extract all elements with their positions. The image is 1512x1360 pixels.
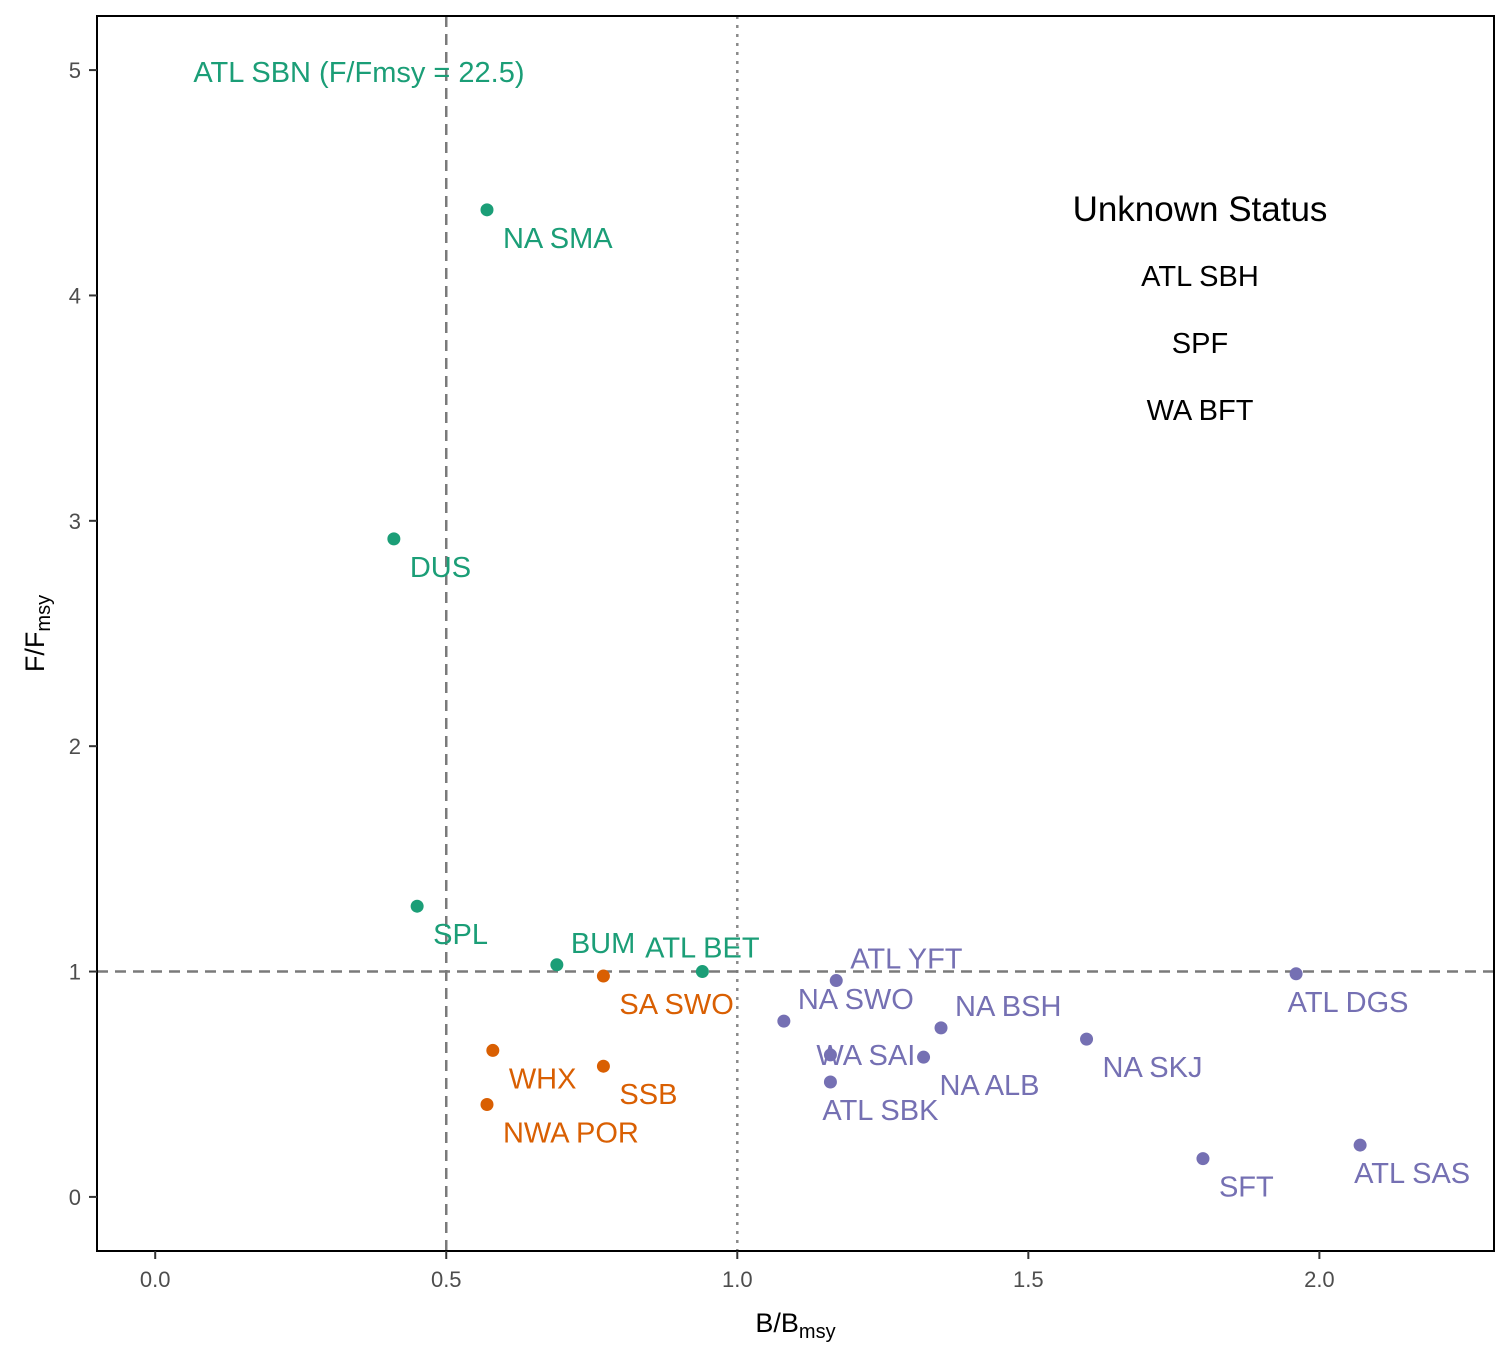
reference-lines bbox=[97, 16, 1494, 1251]
point-label-na-bsh: NA BSH bbox=[955, 991, 1061, 1023]
point-atl-sbk bbox=[823, 1075, 837, 1089]
x-axis-title-main: B/B bbox=[755, 1308, 799, 1338]
point-atl-dgs bbox=[1289, 967, 1303, 981]
point-label-atl-yft: ATL YFT bbox=[850, 944, 963, 976]
unknown-status-item: WA BFT bbox=[1147, 395, 1254, 427]
y-axis-title-main: F/F bbox=[20, 632, 50, 673]
point-label-nwa-por: NWA POR bbox=[503, 1118, 639, 1150]
point-wa-sai bbox=[823, 1048, 837, 1062]
point-label-atl-sbk: ATL SBK bbox=[822, 1095, 939, 1127]
x-tick-label: 1.0 bbox=[722, 1267, 753, 1292]
y-tick-label: 5 bbox=[69, 58, 81, 83]
point-sft bbox=[1196, 1152, 1210, 1166]
point-labels: NA SMA DUS SPL BUM ATL BET SA SWO WHX SSB NWA PO… bbox=[410, 223, 1470, 1204]
point-na-bsh bbox=[934, 1021, 948, 1035]
point-label-na-alb: NA ALB bbox=[940, 1070, 1040, 1102]
point-label-na-swo: NA SWO bbox=[798, 984, 914, 1016]
x-axis-title-subscript: msy bbox=[799, 1321, 836, 1343]
data-points bbox=[387, 203, 1367, 1166]
point-label-whx: WHX bbox=[509, 1063, 577, 1095]
point-label-sa-swo: SA SWO bbox=[619, 989, 733, 1021]
annotations: ATL SBN (F/Fmsy = 22.5) bbox=[193, 57, 524, 89]
y-tick-label: 1 bbox=[69, 960, 81, 985]
point-label-atl-sas: ATL SAS bbox=[1354, 1158, 1470, 1190]
unknown-status-title: Unknown Status bbox=[1073, 190, 1328, 229]
point-atl-yft bbox=[829, 974, 843, 988]
x-axis: 0.0 0.5 1.0 1.5 2.0 bbox=[140, 1251, 1335, 1292]
point-label-spl: SPL bbox=[433, 919, 488, 951]
y-axis-title: F/Fmsy bbox=[20, 595, 55, 672]
y-axis-title-subscript: msy bbox=[33, 595, 55, 632]
point-label-bum: BUM bbox=[571, 928, 635, 960]
point-na-swo bbox=[777, 1014, 791, 1028]
point-atl-sas bbox=[1353, 1138, 1367, 1152]
point-sa-swo bbox=[596, 969, 610, 983]
point-label-na-skj: NA SKJ bbox=[1103, 1052, 1203, 1084]
point-label-dus: DUS bbox=[410, 552, 471, 584]
point-atl-bet bbox=[695, 965, 709, 979]
unknown-status-item: SPF bbox=[1172, 328, 1228, 360]
annotation-atl-sbn: ATL SBN (F/Fmsy = 22.5) bbox=[193, 57, 524, 89]
point-ssb bbox=[596, 1059, 610, 1073]
point-na-skj bbox=[1080, 1032, 1094, 1046]
point-na-alb bbox=[917, 1050, 931, 1064]
y-axis: 0 1 2 3 4 5 bbox=[69, 58, 97, 1210]
y-tick-label: 0 bbox=[69, 1185, 81, 1210]
point-label-atl-dgs: ATL DGS bbox=[1288, 987, 1409, 1019]
plot-panel-border bbox=[96, 15, 1495, 1252]
point-bum bbox=[550, 958, 564, 972]
point-spl bbox=[410, 899, 424, 913]
x-tick-label: 0.5 bbox=[431, 1267, 462, 1292]
point-label-sft: SFT bbox=[1219, 1172, 1274, 1204]
x-tick-label: 1.5 bbox=[1013, 1267, 1044, 1292]
y-tick-label: 3 bbox=[69, 509, 81, 534]
unknown-status-box: Unknown Status ATL SBH SPF WA BFT bbox=[1073, 190, 1328, 427]
x-tick-label: 0.0 bbox=[140, 1267, 171, 1292]
point-na-sma bbox=[480, 203, 494, 217]
x-tick-label: 2.0 bbox=[1304, 1267, 1335, 1292]
point-whx bbox=[486, 1043, 500, 1057]
y-tick-label: 4 bbox=[69, 283, 81, 308]
x-axis-title: B/Bmsy bbox=[755, 1308, 835, 1343]
point-label-ssb: SSB bbox=[619, 1079, 677, 1111]
point-nwa-por bbox=[480, 1098, 494, 1112]
point-dus bbox=[387, 532, 401, 546]
point-label-atl-bet: ATL BET bbox=[645, 933, 760, 965]
point-label-na-sma: NA SMA bbox=[503, 223, 613, 255]
unknown-status-item: ATL SBH bbox=[1141, 261, 1259, 293]
point-label-wa-sai: WA SAI bbox=[816, 1040, 915, 1072]
y-tick-label: 2 bbox=[69, 734, 81, 759]
